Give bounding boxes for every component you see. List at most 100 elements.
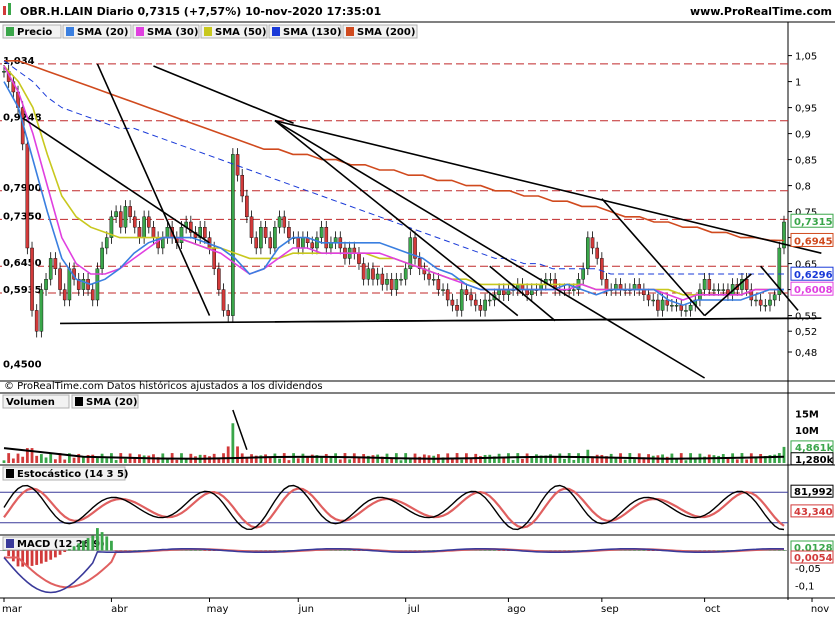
candle-body bbox=[478, 305, 483, 311]
legend-label: SMA (200) bbox=[357, 27, 415, 38]
volume-bar bbox=[600, 454, 604, 463]
macd-histogram-bar bbox=[497, 550, 501, 551]
price-panel[interactable]: 1,0510,950,90,850,80,750,70,650,60,550,5… bbox=[0, 52, 834, 379]
last-value-label: 0,6008 bbox=[794, 285, 833, 296]
macd-histogram-bar bbox=[483, 550, 487, 551]
macd-histogram-bar bbox=[268, 550, 272, 551]
volume-bar bbox=[605, 456, 608, 463]
last-value-box bbox=[790, 213, 834, 228]
macd-histogram-bar bbox=[338, 550, 342, 551]
legend-item bbox=[342, 24, 418, 39]
volume-bar bbox=[348, 459, 352, 463]
volume-bar bbox=[595, 454, 599, 463]
volume-bar bbox=[581, 458, 585, 463]
candle-body bbox=[403, 268, 408, 280]
volume-tick-label: 1,280k bbox=[795, 455, 834, 466]
volume-bar bbox=[563, 458, 566, 463]
candle-body bbox=[296, 237, 301, 249]
candle-body bbox=[165, 226, 170, 238]
y-tick-label: 0,75 bbox=[795, 208, 817, 219]
month-label: mar bbox=[2, 604, 23, 615]
macd-value-label: 0,0054 bbox=[794, 553, 833, 564]
candle-body bbox=[684, 310, 688, 312]
macd-histogram-bar bbox=[773, 550, 777, 551]
last-value-box bbox=[790, 281, 834, 296]
sma50-line bbox=[3, 65, 784, 296]
macd-histogram-bar bbox=[572, 550, 576, 551]
macd-histogram-bar bbox=[264, 550, 267, 551]
volume-trend-line bbox=[232, 409, 248, 450]
volume-bar bbox=[236, 446, 239, 463]
macd-value-label: 0,0128 bbox=[794, 543, 833, 554]
candle-body bbox=[445, 289, 450, 301]
month-label: jul bbox=[407, 604, 420, 615]
volume-bar bbox=[450, 459, 454, 463]
macd-histogram-bar bbox=[77, 543, 81, 551]
candle-body bbox=[249, 216, 254, 238]
candle-body bbox=[287, 226, 291, 238]
volume-bar bbox=[82, 456, 85, 463]
volume-bar bbox=[96, 456, 99, 463]
macd-histogram-bar bbox=[563, 550, 566, 551]
macd-histogram-bar bbox=[348, 550, 352, 551]
candle-body bbox=[366, 268, 371, 280]
candle-body bbox=[109, 216, 114, 238]
stoch-label: Estocástico (14 3 5) bbox=[17, 468, 128, 480]
volume-bar bbox=[726, 457, 730, 463]
left-level-bg bbox=[2, 358, 38, 370]
volume-bar bbox=[530, 457, 534, 463]
month-label: ago bbox=[507, 604, 526, 615]
macd-signal-line bbox=[4, 548, 784, 589]
last-value-box bbox=[790, 232, 834, 247]
candle-body bbox=[48, 258, 53, 280]
candle-body bbox=[772, 294, 777, 301]
volume-bar bbox=[768, 455, 772, 463]
trend-line bbox=[489, 265, 556, 322]
candle-body bbox=[301, 237, 305, 249]
stoch-legend-item bbox=[2, 466, 126, 481]
stoch-d-line bbox=[3, 487, 785, 529]
volume-bar bbox=[539, 455, 543, 463]
volume-bar bbox=[567, 453, 571, 463]
stoch-value-box bbox=[790, 504, 834, 518]
macd-histogram-bar bbox=[628, 550, 632, 551]
chart-icon bbox=[3, 3, 11, 15]
volume-bar bbox=[7, 453, 11, 463]
volume-bar bbox=[226, 446, 230, 463]
last-value-box bbox=[790, 266, 834, 281]
candle-body bbox=[245, 195, 249, 217]
candle-body bbox=[146, 216, 151, 228]
macd-histogram-bar bbox=[357, 550, 361, 551]
candle-body bbox=[600, 258, 604, 280]
legend-item bbox=[200, 24, 268, 39]
volume-bar bbox=[324, 453, 328, 463]
candle-body bbox=[712, 289, 716, 291]
site-label: www.ProRealTime.com bbox=[690, 5, 832, 18]
candle-body bbox=[660, 299, 665, 311]
volume-bar bbox=[11, 458, 15, 463]
macd-histogram-bar bbox=[493, 550, 496, 551]
macd-histogram-bar bbox=[712, 550, 716, 551]
volume-bar bbox=[535, 454, 538, 463]
trend-line bbox=[96, 63, 211, 316]
candle-body bbox=[413, 237, 417, 259]
macd-histogram-bar bbox=[558, 550, 562, 551]
macd-histogram-bar bbox=[721, 550, 725, 551]
stoch-value-label: 43,340 bbox=[794, 507, 833, 518]
volume-bar bbox=[418, 456, 422, 463]
volume-bar bbox=[754, 457, 758, 463]
macd-histogram-bar bbox=[422, 550, 426, 551]
trend-line bbox=[274, 119, 822, 254]
macd-line bbox=[3, 547, 785, 594]
macd-histogram-bar bbox=[208, 550, 211, 551]
macd-swatch bbox=[6, 539, 14, 548]
volume-label: Volumen bbox=[6, 397, 55, 408]
legend-item bbox=[132, 24, 200, 39]
macd-histogram-bar bbox=[782, 550, 786, 551]
volume-bar bbox=[773, 454, 777, 463]
stochastic-panel[interactable]: Estocástico (14 3 5) 81,992 43,340 bbox=[0, 466, 834, 531]
y-tick-label: 0,95 bbox=[795, 104, 817, 115]
volume-bar bbox=[306, 456, 309, 463]
